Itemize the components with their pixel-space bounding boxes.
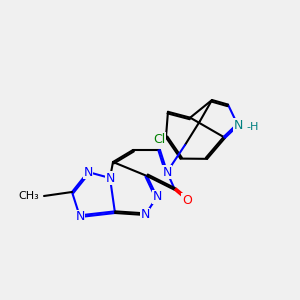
Text: N: N <box>75 211 85 224</box>
Text: N: N <box>233 119 243 132</box>
Text: O: O <box>182 194 192 206</box>
Text: -H: -H <box>246 122 259 132</box>
Text: N: N <box>83 166 93 178</box>
Text: N: N <box>152 190 162 203</box>
Text: Cl: Cl <box>153 133 166 146</box>
Text: CH₃: CH₃ <box>19 191 40 201</box>
Text: N: N <box>105 172 115 184</box>
Text: N: N <box>162 166 172 178</box>
Text: N: N <box>140 208 150 221</box>
